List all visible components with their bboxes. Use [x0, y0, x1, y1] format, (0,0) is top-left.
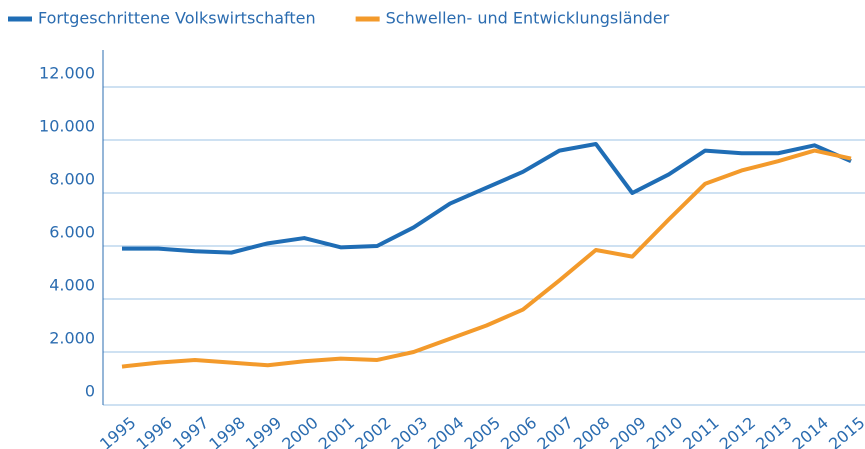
- x-tick-label: 2013: [752, 413, 795, 449]
- legend-label: Fortgeschrittene Volkswirtschaften: [38, 9, 316, 28]
- x-tick-label: 1997: [169, 413, 212, 449]
- y-tick-label: 2.000: [49, 329, 95, 348]
- x-tick-label: 2011: [679, 413, 722, 449]
- x-tick-label: 2008: [570, 413, 613, 449]
- y-tick-label: 0: [85, 382, 95, 401]
- x-tick-label: 2014: [789, 413, 832, 449]
- line: [121, 148, 852, 369]
- x-tick-label: 2004: [424, 413, 467, 449]
- x-tick-label: 1999: [242, 413, 285, 449]
- line: [122, 141, 852, 255]
- x-tick-label: 2000: [278, 413, 321, 449]
- x-tick-label: 2006: [497, 413, 540, 449]
- x-tick-label: 2001: [315, 413, 358, 449]
- legend-label: Schwellen- und Entwicklungsländer: [386, 9, 670, 28]
- x-tick-label: 2010: [643, 413, 686, 449]
- y-tick-label: 10.000: [39, 117, 95, 136]
- x-tick-label: 2002: [351, 413, 394, 449]
- x-tick-label: 1995: [96, 413, 139, 449]
- x-tick-label: 1998: [205, 413, 248, 449]
- x-tick-label: 2015: [825, 413, 865, 449]
- y-tick-label: 6.000: [49, 223, 95, 242]
- x-tick-label: 2009: [606, 413, 649, 449]
- x-tick-label: 2005: [461, 413, 504, 449]
- y-tick-label: 8.000: [49, 170, 95, 189]
- x-tick-label: 1996: [133, 413, 176, 449]
- y-tick-label: 4.000: [49, 276, 95, 295]
- x-tick-label: 2012: [716, 413, 759, 449]
- x-tick-label: 2007: [533, 413, 576, 449]
- x-tick-label: 2003: [388, 413, 431, 449]
- y-tick-label: 12.000: [39, 64, 95, 83]
